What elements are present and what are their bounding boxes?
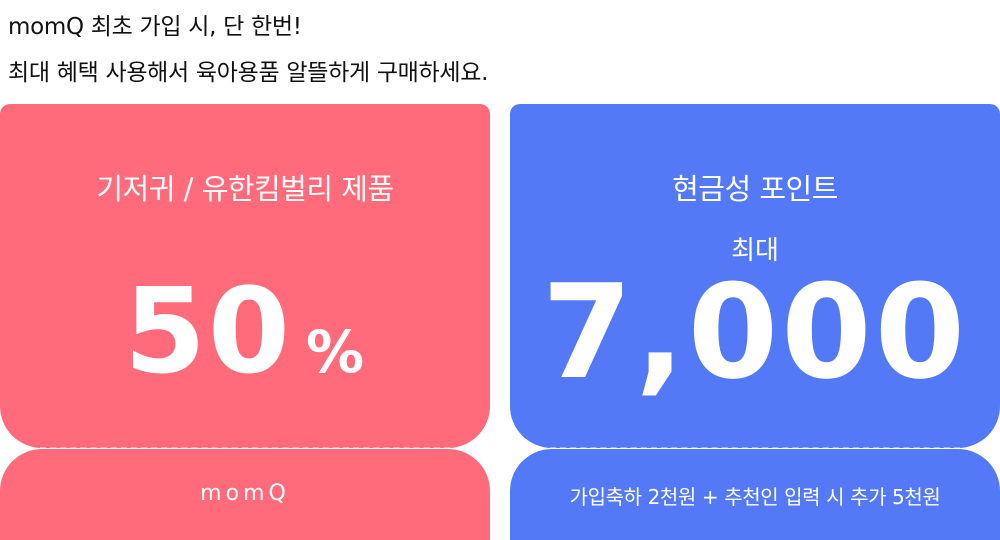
coupon-bottom-panel: momQ <box>0 449 490 540</box>
coupon-value: 50% <box>0 262 490 400</box>
coupon-sublabel: 최대 <box>731 236 779 266</box>
discount-unit: % <box>306 318 367 386</box>
coupon-value: 7,000 <box>541 256 969 408</box>
coupon-footer: momQ <box>200 481 290 506</box>
intro-text: momQ 최초 가입 시, 단 한번! 최대 혜택 사용해서 육아용품 알뜰하게… <box>8 4 488 96</box>
coupon-title: 현금성 포인트 <box>672 172 838 206</box>
intro-line-1: momQ 최초 가입 시, 단 한번! <box>8 14 302 40</box>
coupon-top-panel: 현금성 포인트 최대 7,000 <box>510 104 1000 448</box>
discount-number: 50 <box>123 262 293 400</box>
coupon-perforation <box>40 447 450 449</box>
coupon-bottom-panel: 가입축하 2천원 + 추천인 입력 시 추가 5천원 <box>510 449 1000 540</box>
cash-point-coupon: 현금성 포인트 최대 7,000 가입축하 2천원 + 추천인 입력 시 추가 … <box>510 104 1000 540</box>
intro-line-2: 최대 혜택 사용해서 육아용품 알뜰하게 구매하세요. <box>8 60 489 86</box>
diaper-discount-coupon: 기저귀 / 유한킴벌리 제품 50% momQ <box>0 104 490 540</box>
coupon-title: 기저귀 / 유한킴벌리 제품 <box>96 172 394 206</box>
coupon-perforation <box>550 447 960 449</box>
coupon-footer: 가입축하 2천원 + 추천인 입력 시 추가 5천원 <box>569 485 941 509</box>
coupon-top-panel: 기저귀 / 유한킴벌리 제품 50% <box>0 104 490 448</box>
